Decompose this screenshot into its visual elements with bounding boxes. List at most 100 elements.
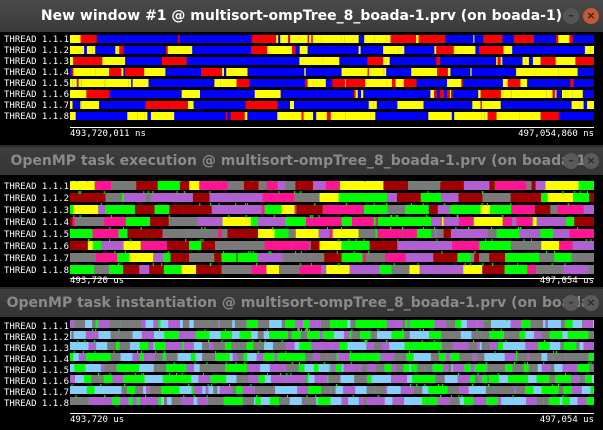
trace-timeline[interactable] <box>70 35 594 125</box>
trace-segment <box>447 386 460 394</box>
trace-segment <box>371 375 381 383</box>
trace-segment <box>469 364 471 372</box>
trace-segment <box>309 241 311 250</box>
event-flag <box>70 181 72 182</box>
trace-segment <box>326 265 350 274</box>
close-icon[interactable]: × <box>583 8 599 24</box>
trace-segment <box>70 205 74 214</box>
trace-segment <box>193 342 203 350</box>
trace-segment <box>193 397 198 405</box>
event-flag <box>442 384 444 387</box>
trace-segment <box>518 342 526 350</box>
trace-timeline[interactable] <box>70 320 594 412</box>
trace-segment <box>443 229 451 238</box>
event-flag <box>75 395 77 398</box>
trace-segment <box>167 46 193 54</box>
trace-segment <box>157 181 180 190</box>
trace-segment <box>514 386 516 394</box>
trace-segment <box>463 397 469 405</box>
event-flag <box>458 395 460 398</box>
trace-segment <box>439 353 447 361</box>
trace-segment <box>287 386 298 394</box>
trace-segment <box>378 217 394 226</box>
trace-segment <box>260 397 270 405</box>
trace-segment <box>306 375 309 383</box>
trace-segment <box>244 375 249 383</box>
window-1-titlebar[interactable]: New window #1 @ multisort-ompTree_8_boad… <box>0 0 603 32</box>
trace-segment <box>487 229 497 238</box>
trace-segment <box>112 375 124 383</box>
trace-segment <box>583 375 586 383</box>
trace-segment <box>217 386 220 394</box>
trace-segment <box>490 342 497 350</box>
event-flag <box>491 239 493 242</box>
trace-segment <box>557 217 559 226</box>
trace-segment <box>440 181 464 190</box>
event-flag <box>486 203 488 206</box>
trace-segment <box>109 320 121 328</box>
trace-segment <box>273 342 286 350</box>
trace-segment <box>444 375 450 383</box>
close-icon[interactable]: × <box>583 153 599 169</box>
trace-segment <box>321 35 342 43</box>
trace-segment <box>336 353 339 361</box>
close-icon[interactable]: × <box>583 295 599 311</box>
minimize-icon[interactable]: – <box>563 153 579 169</box>
trace-segment <box>379 265 392 274</box>
trace-segment <box>457 253 470 262</box>
trace-segment <box>447 68 451 76</box>
window-3-titlebar[interactable]: OpenMP task instantiation @ multisort-om… <box>0 289 603 339</box>
trace-segment <box>370 331 376 339</box>
event-flag <box>361 320 362 321</box>
event-flag <box>564 373 566 376</box>
trace-segment <box>86 353 99 361</box>
trace-segment <box>258 217 286 226</box>
trace-segment <box>145 101 169 109</box>
trace-segment <box>104 79 106 87</box>
trace-timeline[interactable] <box>70 181 594 277</box>
trace-segment <box>277 193 295 202</box>
window-2-titlebar[interactable]: OpenMP task execution @ multisort-ompTre… <box>0 147 603 175</box>
minimize-icon[interactable]: – <box>563 295 579 311</box>
trace-segment <box>451 364 453 372</box>
trace-segment <box>554 181 579 190</box>
trace-segment <box>99 375 104 383</box>
trace-segment <box>358 229 376 238</box>
trace-segment <box>270 375 284 383</box>
trace-segment <box>547 193 573 202</box>
trace-segment <box>535 181 546 190</box>
trace-segment <box>409 331 417 339</box>
event-flag <box>579 191 581 194</box>
trace-segment <box>75 217 104 226</box>
trace-segment <box>116 364 122 372</box>
trace-segment <box>191 386 194 394</box>
minimize-icon[interactable]: – <box>563 8 579 24</box>
trace-segment <box>258 364 261 372</box>
trace-segment <box>189 320 194 328</box>
trace-segment <box>122 193 124 202</box>
trace-segment <box>124 68 132 76</box>
trace-segment <box>188 229 219 238</box>
event-flag <box>517 263 519 266</box>
trace-segment <box>246 342 248 350</box>
trace-segment <box>109 68 122 76</box>
event-flag <box>419 320 421 321</box>
trace-segment <box>451 90 453 98</box>
trace-segment <box>357 353 365 361</box>
thread-label: THREAD 1.1.4 <box>4 355 70 365</box>
trace-segment <box>563 342 577 350</box>
trace-segment <box>486 364 488 372</box>
trace-segment <box>132 79 149 87</box>
trace-segment <box>490 205 512 214</box>
trace-segment <box>395 79 404 87</box>
trace-segment <box>145 397 159 405</box>
trace-segment <box>339 181 370 190</box>
trace-segment <box>583 320 586 328</box>
trace-segment <box>459 397 462 405</box>
time-start-label: 493,720,011 ns <box>70 129 146 139</box>
trace-segment <box>313 353 320 361</box>
event-flag <box>469 263 471 266</box>
trace-segment <box>361 90 364 98</box>
trace-segment <box>510 241 542 250</box>
trace-segment <box>375 386 387 394</box>
